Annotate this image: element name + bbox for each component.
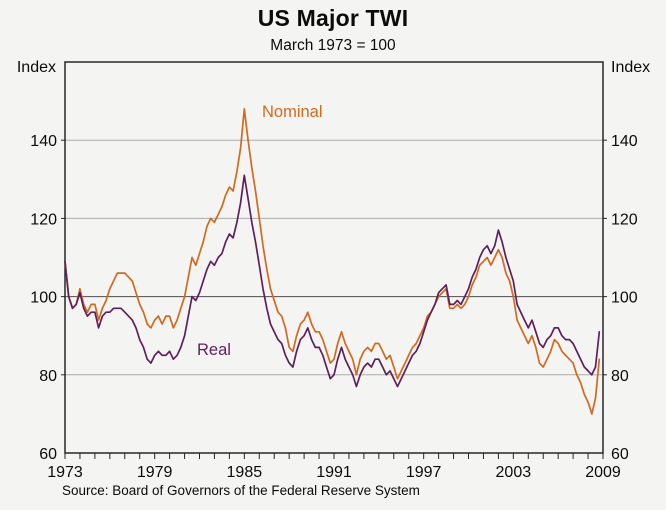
y-tick-label-right: 80 xyxy=(611,368,629,385)
y-tick-label-left: 100 xyxy=(30,290,57,307)
y-axis-unit-label-right: Index xyxy=(611,59,651,76)
y-tick-label-right: 60 xyxy=(611,446,629,463)
y-tick-label-left: 60 xyxy=(39,446,57,463)
y-tick-label-right: 120 xyxy=(611,211,638,228)
y-tick-label-left: 120 xyxy=(30,211,57,228)
series-line-real xyxy=(64,174,601,388)
y-tick-label-left: 80 xyxy=(39,368,57,385)
x-tick-label: 2003 xyxy=(496,464,532,481)
y-tick-label-left: 140 xyxy=(30,133,57,150)
x-tick-label: 1979 xyxy=(137,464,173,481)
y-tick-label-right: 140 xyxy=(611,133,638,150)
chart-subtitle: March 1973 = 100 xyxy=(270,37,396,54)
y-axis-unit-label-left: Index xyxy=(16,59,56,76)
x-tick-label: 1991 xyxy=(316,464,352,481)
series-label-real: Real xyxy=(197,341,231,359)
plot-frame xyxy=(64,61,604,454)
source-text: Source: Board of Governors of the Federa… xyxy=(62,483,420,498)
x-tick-label: 1973 xyxy=(47,464,83,481)
chart-title: US Major TWI xyxy=(257,5,409,31)
x-tick-label: 2009 xyxy=(585,464,621,481)
x-tick-label: 1985 xyxy=(227,464,263,481)
x-tick-label: 1997 xyxy=(406,464,442,481)
y-tick-label-right: 100 xyxy=(611,290,638,307)
series-line-nominal xyxy=(64,108,601,415)
series-label-nominal: Nominal xyxy=(262,103,323,121)
